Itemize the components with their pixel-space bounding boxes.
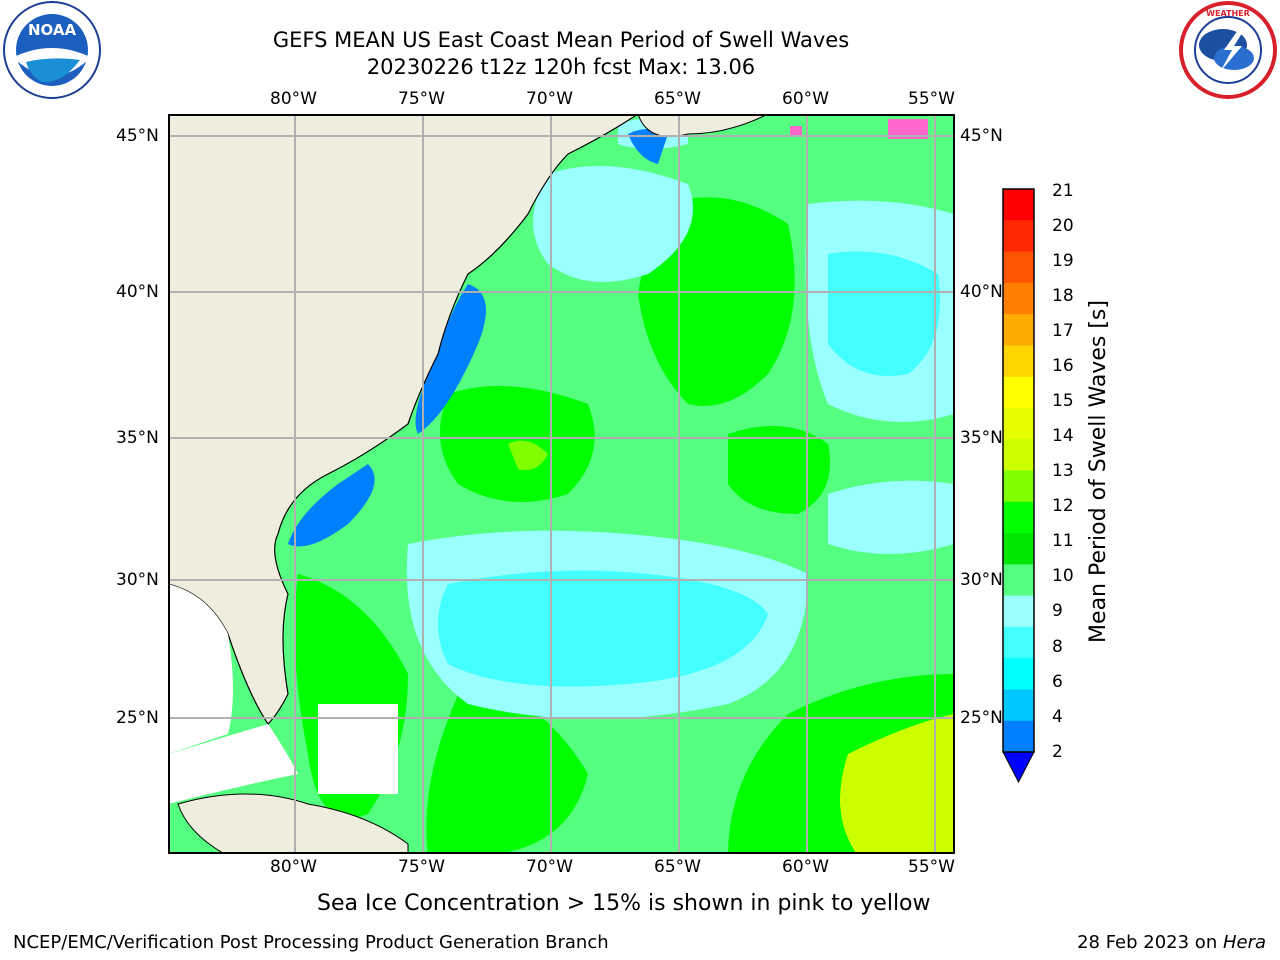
footer-credit: NCEP/EMC/Verification Post Processing Pr… (13, 932, 609, 953)
lon-label-bottom: 60°W (782, 857, 829, 877)
colorbar-swatch (1003, 533, 1034, 565)
colorbar-swatch (1003, 626, 1034, 659)
colorbar-tick-label: 14 (1052, 426, 1074, 446)
lat-label-right: 35°N (960, 428, 1003, 448)
colorbar-tick-label: 8 (1052, 637, 1063, 657)
colorbar-tick-label: 11 (1052, 531, 1074, 551)
colorbar-tick-label: 6 (1052, 672, 1063, 692)
lon-label-top: 65°W (654, 89, 701, 109)
colorbar-swatch (1003, 720, 1034, 753)
lat-label-left: 35°N (116, 428, 159, 448)
colorbar-swatch (1003, 282, 1034, 315)
lon-label-bottom: 80°W (270, 857, 317, 877)
colorbar-tick-label: 2 (1052, 742, 1063, 762)
sea-ice-caption: Sea Ice Concentration > 15% is shown in … (317, 891, 931, 916)
colorbar-swatch (1003, 314, 1034, 346)
colorbar-swatch (1003, 376, 1034, 409)
lat-label-right: 40°N (960, 282, 1003, 302)
lon-label-bottom: 75°W (398, 857, 445, 877)
colorbar-tick-label: 20 (1052, 216, 1074, 236)
chart-subtitle: 20230226 t12z 120h fcst Max: 13.06 (366, 55, 756, 79)
lat-label-right: 25°N (960, 708, 1003, 728)
colorbar-tick-label: 4 (1052, 707, 1063, 727)
colorbar-swatch (1003, 251, 1034, 284)
colorbar-tick-label: 16 (1052, 356, 1074, 376)
colorbar-extend-triangle (1002, 751, 1035, 784)
colorbar-swatch (1003, 564, 1034, 597)
lon-label-bottom: 55°W (908, 857, 955, 877)
colorbar-swatch (1003, 439, 1034, 471)
colorbar-swatch (1003, 407, 1034, 440)
lon-label-top: 75°W (398, 89, 445, 109)
footer-machine: Hera (1222, 932, 1266, 953)
us-landmass (169, 115, 638, 725)
colorbar-swatches (1002, 188, 1035, 784)
colorbar-swatch (1003, 470, 1034, 503)
colorbar (1002, 188, 1035, 784)
lat-label-left: 45°N (116, 126, 159, 146)
colorbar-title: Mean Period of Swell Waves [s] (1085, 299, 1111, 643)
lon-label-top: 80°W (270, 89, 317, 109)
lat-label-right: 30°N (960, 570, 1003, 590)
footer-date-text: 28 Feb 2023 on (1077, 932, 1223, 953)
nws-logo: WEATHER (1178, 0, 1278, 100)
colorbar-tick-label: 15 (1052, 391, 1074, 411)
lon-label-bottom: 65°W (654, 857, 701, 877)
colorbar-swatch (1003, 501, 1034, 534)
map-frame (168, 114, 955, 854)
colorbar-swatch (1003, 689, 1034, 722)
colorbar-swatch (1003, 220, 1034, 253)
lat-label-left: 25°N (116, 708, 159, 728)
lat-label-right: 45°N (960, 126, 1003, 146)
colorbar-tick-label: 17 (1052, 321, 1074, 341)
colorbar-swatch (1003, 595, 1034, 628)
lat-label-left: 30°N (116, 570, 159, 590)
lon-label-top: 55°W (908, 89, 955, 109)
noaa-logo-text: NOAA (28, 21, 77, 39)
colorbar-tick-label: 10 (1052, 566, 1074, 586)
swell-period-map (168, 114, 955, 854)
colorbar-tick-label: 18 (1052, 286, 1074, 306)
map-panel (168, 114, 956, 856)
graticule (169, 115, 954, 853)
colorbar-tick-label: 21 (1052, 181, 1074, 201)
svg-text:WEATHER: WEATHER (1206, 9, 1250, 18)
chart-title: GEFS MEAN US East Coast Mean Period of S… (272, 28, 850, 52)
colorbar-frame (1002, 188, 1035, 753)
lat-label-left: 40°N (116, 282, 159, 302)
colorbar-swatch (1003, 658, 1034, 690)
lon-label-top: 70°W (526, 89, 573, 109)
colorbar-swatch (1003, 189, 1034, 221)
footer-date: 28 Feb 2023 on Hera (1077, 932, 1266, 953)
lon-label-bottom: 70°W (526, 857, 573, 877)
colorbar-title-wrap: Mean Period of Swell Waves [s] (948, 300, 1248, 643)
colorbar-tick-label: 13 (1052, 461, 1074, 481)
noaa-logo: NOAA (2, 0, 102, 100)
lon-label-top: 60°W (782, 89, 829, 109)
colorbar-swatch (1003, 345, 1034, 378)
colorbar-tick-label: 9 (1052, 601, 1063, 621)
colorbar-tick-label: 12 (1052, 496, 1074, 516)
colorbar-tick-label: 19 (1052, 251, 1074, 271)
